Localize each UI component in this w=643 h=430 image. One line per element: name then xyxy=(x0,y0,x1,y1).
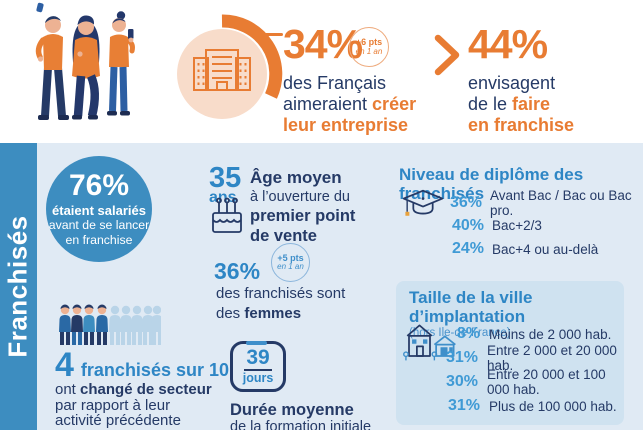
desc-line3: leur entreprise xyxy=(283,115,409,135)
stat-description: des franchisés sont des femmes xyxy=(216,284,386,323)
row-value: 31% xyxy=(447,397,480,414)
row-label: Avant Bac / Bac ou Bac pro. xyxy=(490,187,632,218)
stat-create-business: 34% +6 pts en 1 an des Français aimeraie… xyxy=(283,22,453,136)
desc-line2-pre: de le xyxy=(468,94,513,114)
section-heading-block: Taille de la ville d’implantation (hors … xyxy=(409,288,624,340)
calendar-ring xyxy=(246,340,267,345)
stat-franchise-intent: 44% envisagent de le faire en franchise xyxy=(468,22,638,136)
stat-description: ont changé de secteur par rapport à leur… xyxy=(55,382,245,429)
table-row: 8% Moins de 2 000 hab. xyxy=(446,322,624,346)
people-illustration xyxy=(35,11,135,120)
stat-value: 44% xyxy=(468,21,548,67)
desc-line2: par rapport à leur xyxy=(55,396,171,414)
diploma-section: Niveau de diplôme des franchisés 36% Ava… xyxy=(399,165,639,257)
table-row: 36% Avant Bac / Bac ou Bac pro. xyxy=(450,188,639,218)
table-row: 40% Bac+2/3 xyxy=(450,214,639,237)
stat-value: 76% xyxy=(68,169,130,202)
desc-line2-accent: faire xyxy=(512,94,551,114)
graduation-cap-icon xyxy=(402,189,444,216)
desc-title: Âge moyen xyxy=(250,168,342,187)
stat-former-employees: 76% étaient salariés avant de se lancer … xyxy=(46,156,152,262)
stat-value: 4 xyxy=(55,346,74,384)
birthday-cake-icon xyxy=(212,197,242,233)
table-row: 24% Bac+4 ou au-delà xyxy=(450,238,639,261)
stat-training-duration: 39 jours Durée moyenne de la formation i… xyxy=(230,340,400,430)
delta-badge: +5 pts en 1 an xyxy=(271,243,310,282)
table-row: 30% Entre 20 000 et 100 000 hab. xyxy=(446,367,624,397)
diploma-rows: 36% Avant Bac / Bac ou Bac pro. 40% Bac+… xyxy=(450,188,639,261)
badge-period: en 1 an xyxy=(355,46,383,56)
row-value: 24% xyxy=(451,240,484,258)
desc-line1: des Français xyxy=(283,73,387,93)
row-label: Bac+2/3 xyxy=(492,218,542,234)
section-title: Franchisés xyxy=(3,215,34,358)
row-label: Entre 2 000 et 20 000 hab. xyxy=(487,343,617,373)
table-row: 31% Plus de 100 000 hab. xyxy=(446,394,624,418)
desc-line1: des franchisés sont xyxy=(216,285,346,302)
row-value: 31% xyxy=(446,349,479,366)
desc-line1-pre: ont xyxy=(55,381,81,398)
section-subheading: (hors Ile-de-France) xyxy=(409,327,511,339)
delta-badge: +6 pts en 1 an xyxy=(349,27,389,67)
row-value: 36% xyxy=(450,193,483,211)
stat-line2: avant de se lancer xyxy=(48,218,150,232)
section-heading: Taille de la ville d’implantation xyxy=(409,288,533,326)
section-heading: Niveau de diplôme des franchisés xyxy=(399,165,584,203)
stat-description: des Français aimeraient créer leur entre… xyxy=(283,73,453,136)
badge-period: en 1 an xyxy=(277,262,304,272)
row-label: Plus de 100 000 hab. xyxy=(489,398,617,414)
stat-unit: jours xyxy=(242,371,274,385)
desc-line2-pre: des xyxy=(216,304,245,322)
desc-line2: de la formation initiale xyxy=(230,419,372,430)
stat-description: envisagent de le faire en franchise xyxy=(468,73,638,136)
connector-line xyxy=(250,33,283,36)
desc-title: Durée moyenne xyxy=(230,401,354,419)
stat-value: 39 xyxy=(246,346,270,369)
building-icon xyxy=(177,14,283,119)
row-value: 8% xyxy=(456,325,480,342)
stat-title: franchisés sur 10 xyxy=(80,360,229,380)
section-sidebar: Franchisés xyxy=(0,143,37,430)
desc-line1: envisagent xyxy=(468,73,556,93)
desc-line4: de vente xyxy=(250,226,317,245)
stat-average-age: 35 ans xyxy=(209,164,249,206)
age-description: Âge moyen à l’ouverture du premier point… xyxy=(250,168,385,246)
row-value: 30% xyxy=(446,373,479,390)
table-row: 31% Entre 2 000 et 20 000 hab. xyxy=(446,343,624,373)
city-rows: 8% Moins de 2 000 hab. 31% Entre 2 000 e… xyxy=(446,322,624,418)
row-value: 40% xyxy=(451,216,484,234)
houses-icon xyxy=(403,324,456,361)
stat-sector-change: 4 franchisés sur 10 ont changé de secteu… xyxy=(55,346,245,429)
desc-line2-bold: femmes xyxy=(244,304,302,322)
desc-line1-bold: changé de secteur xyxy=(80,381,212,398)
desc-line3: en franchise xyxy=(468,115,575,135)
badge-delta: +6 pts xyxy=(355,37,383,48)
desc-line2-accent: créer xyxy=(372,94,417,114)
stat-line3: en franchise xyxy=(65,232,133,247)
desc-line2: à l’ouverture du xyxy=(250,188,350,205)
stat-line1: étaient salariés xyxy=(52,203,146,218)
stat-value: 36% xyxy=(214,258,261,284)
row-label: Entre 20 000 et 100 000 hab. xyxy=(487,367,606,397)
calendar-icon: 39 jours xyxy=(230,340,286,392)
desc-line3: activité précédente xyxy=(55,412,181,429)
row-label: Bac+4 ou au-delà xyxy=(492,241,599,257)
crowd-illustration xyxy=(59,304,161,345)
row-label: Moins de 2 000 hab. xyxy=(489,326,612,342)
desc-line3: premier point xyxy=(250,207,356,225)
badge-delta: +5 pts xyxy=(277,252,304,263)
calendar-divider xyxy=(244,369,272,371)
desc-line2-pre: aimeraient xyxy=(283,94,373,114)
stat-value: 35 xyxy=(209,162,242,194)
city-size-section: Taille de la ville d’implantation (hors … xyxy=(396,281,624,425)
chevron-right-icon xyxy=(434,34,460,76)
